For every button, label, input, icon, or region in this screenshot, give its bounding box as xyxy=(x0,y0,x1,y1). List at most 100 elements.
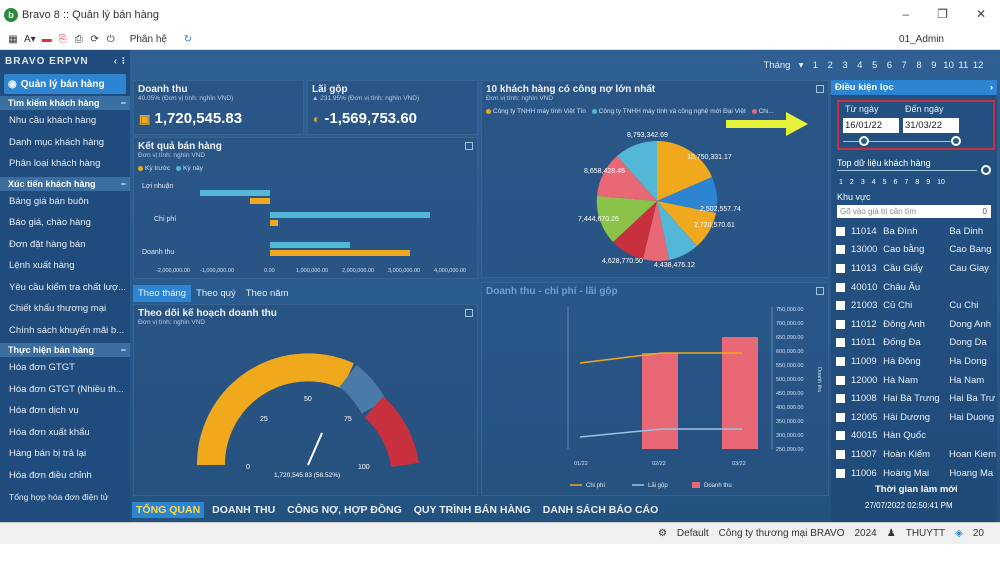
area-checkbox[interactable] xyxy=(836,301,845,311)
sidebar-item[interactable]: Đơn đặt hàng bán xyxy=(9,238,86,250)
sidebar-item[interactable]: Hóa đơn GTGT xyxy=(9,362,75,374)
sidebar-item[interactable]: Hóa đơn GTGT (Nhiều th... xyxy=(9,383,124,395)
tab-quarter[interactable]: Theo quý xyxy=(196,288,236,299)
area-checkbox[interactable] xyxy=(836,449,845,459)
from-date-input[interactable]: 16/01/22 xyxy=(843,118,899,133)
chevron-down-icon[interactable]: ▾ xyxy=(798,60,804,71)
area-checkbox[interactable] xyxy=(836,226,845,236)
month-10[interactable]: 10 xyxy=(943,60,954,71)
expand-icon[interactable] xyxy=(465,142,473,150)
sidebar-item[interactable]: Hàng bán bị trả lại xyxy=(9,448,87,460)
gauge-tick: 50 xyxy=(304,396,312,403)
area-checkbox[interactable] xyxy=(836,263,845,273)
module-menu[interactable]: Phân hệ xyxy=(129,34,167,45)
area-row[interactable]: 13000 Cao bằng Cao Bang xyxy=(836,241,996,260)
area-checkbox[interactable] xyxy=(836,338,845,348)
maximize-icon[interactable]: ❐ xyxy=(937,7,948,21)
area-row[interactable]: 11013 Cầu Giấy Cau Giay xyxy=(836,259,996,278)
expand-icon[interactable] xyxy=(816,85,824,93)
font-icon[interactable]: A▾ xyxy=(24,34,36,45)
month-1[interactable]: 1 xyxy=(812,60,819,71)
print-icon[interactable]: ⎙ xyxy=(74,34,83,45)
bar xyxy=(250,198,270,204)
slider-handle[interactable] xyxy=(951,136,961,146)
close-icon[interactable]: ✕ xyxy=(975,7,986,21)
month-3[interactable]: 3 xyxy=(842,60,848,71)
sidebar-group[interactable]: Thực hiện bán hàng − xyxy=(0,343,130,357)
sidebar-item[interactable]: Danh mục khách hàng xyxy=(9,136,105,148)
sidebar-item[interactable]: Tổng hợp hóa đơn điện tử xyxy=(9,491,109,502)
area-row[interactable]: 21003 Củ Chi Cu Chi xyxy=(836,296,996,315)
y-tick: 450,000.00 xyxy=(776,391,804,397)
slider-handle[interactable] xyxy=(859,136,869,146)
area-checkbox[interactable] xyxy=(836,356,845,366)
area-checkbox[interactable] xyxy=(836,319,845,329)
refresh-icon[interactable]: ⟳ xyxy=(90,34,99,45)
sidebar-item[interactable]: Hóa đơn điều chỉnh xyxy=(9,469,92,481)
to-date-input[interactable]: 31/03/22 xyxy=(903,118,959,133)
area-row[interactable]: 11009 Hà Đông Ha Dong xyxy=(836,352,996,371)
month-6[interactable]: 6 xyxy=(886,60,893,71)
month-2[interactable]: 2 xyxy=(827,60,833,71)
sidebar-item[interactable]: Hóa đơn xuất khẩu xyxy=(9,426,90,438)
y-tick: 650,000.00 xyxy=(776,335,804,341)
tab-process[interactable]: QUY TRÌNH BÁN HÀNG xyxy=(413,504,531,516)
sidebar-item[interactable]: Hóa đơn dịch vụ xyxy=(9,405,79,417)
sidebar-item[interactable]: Bảng giá bán buôn xyxy=(9,195,89,207)
tab-year[interactable]: Theo năm xyxy=(245,288,289,299)
month-12[interactable]: 12 xyxy=(972,60,984,71)
area-checkbox[interactable] xyxy=(836,394,845,404)
tab-month[interactable]: Theo tháng xyxy=(133,285,192,302)
chevron-right-icon[interactable]: › xyxy=(989,82,993,93)
module-selector[interactable]: ◉ Quản lý bán hàng xyxy=(4,74,126,94)
area-checkbox[interactable] xyxy=(836,245,845,255)
sidebar-item[interactable]: Nhu cầu khách hàng xyxy=(9,115,97,127)
month-11[interactable]: 11 xyxy=(958,60,969,71)
reload-icon[interactable]: ↻ xyxy=(183,34,193,45)
expand-icon[interactable] xyxy=(465,309,473,317)
month-5[interactable]: 5 xyxy=(871,60,878,71)
area-checkbox[interactable] xyxy=(836,282,845,292)
area-checkbox[interactable] xyxy=(836,468,845,478)
minimize-icon[interactable]: – xyxy=(902,7,910,21)
pdf-icon[interactable]: ⎘ xyxy=(58,34,67,45)
month-8[interactable]: 8 xyxy=(916,60,922,71)
area-row[interactable]: 11011 Đống Đa Dong Da xyxy=(836,334,996,353)
area-row[interactable]: 11006 Hoàng Mai Hoang Ma xyxy=(836,464,996,483)
sidebar-group[interactable]: Tìm kiếm khách hàng − xyxy=(0,96,130,110)
sidebar-item[interactable]: Chiết khấu thương mại xyxy=(9,303,107,315)
area-row[interactable]: 40015 Hàn Quốc xyxy=(836,427,996,446)
video-icon[interactable]: ▬ xyxy=(41,34,52,45)
sidebar-group[interactable]: Xúc tiến khách hàng − xyxy=(0,176,130,191)
area-row[interactable]: 11008 Hai Bà Trưng Hai Ba Trư xyxy=(836,389,996,408)
tab-revenue[interactable]: DOANH THU xyxy=(212,504,276,516)
area-row[interactable]: 11014 Ba Đình Ba Dinh xyxy=(836,222,996,241)
notify-icon[interactable]: ◈ xyxy=(955,528,963,539)
area-checkbox[interactable] xyxy=(836,431,845,441)
grid-icon[interactable]: ▦ xyxy=(8,34,18,45)
sidebar-item[interactable]: Yêu cầu kiểm tra chất lượ... xyxy=(9,281,127,293)
area-row[interactable]: 11007 Hoàn Kiếm Hoan Kiem xyxy=(836,445,996,464)
tab-overview[interactable]: TỔNG QUAN xyxy=(132,502,205,518)
sidebar-item[interactable]: Chính sách khuyến mãi b... xyxy=(9,324,125,336)
power-icon[interactable]: ⏻ xyxy=(106,34,115,45)
pie-label: 7,444,670.26 xyxy=(578,216,619,223)
area-row[interactable]: 11012 Đông Anh Dong Anh xyxy=(836,315,996,334)
collapse-icon[interactable]: ‹ ⁝ xyxy=(113,55,126,67)
sidebar-item[interactable]: Lệnh xuất hàng xyxy=(9,260,75,272)
area-checkbox[interactable] xyxy=(836,412,845,422)
month-9[interactable]: 9 xyxy=(931,60,937,71)
month-4[interactable]: 4 xyxy=(857,60,863,71)
area-row[interactable]: 12000 Hà Nam Ha Nam xyxy=(836,371,996,390)
month-7[interactable]: 7 xyxy=(901,60,907,71)
expand-icon[interactable] xyxy=(816,287,824,295)
area-row[interactable]: 40010 Châu Âu xyxy=(836,278,996,297)
sidebar-item[interactable]: Phân loại khách hàng xyxy=(9,158,101,170)
area-search-input[interactable]: Gõ vào giá trị cần tìm 0 xyxy=(837,205,991,218)
area-row[interactable]: 12005 Hải Dương Hai Duong xyxy=(836,408,996,427)
tab-reports[interactable]: DANH SÁCH BÁO CÁO xyxy=(542,504,659,516)
tab-debt[interactable]: CÔNG NỢ, HỢP ĐỒNG xyxy=(287,504,402,516)
area-checkbox[interactable] xyxy=(836,375,845,385)
top-slider-handle[interactable] xyxy=(981,165,991,175)
sidebar-item[interactable]: Báo giá, chào hàng xyxy=(9,217,91,229)
